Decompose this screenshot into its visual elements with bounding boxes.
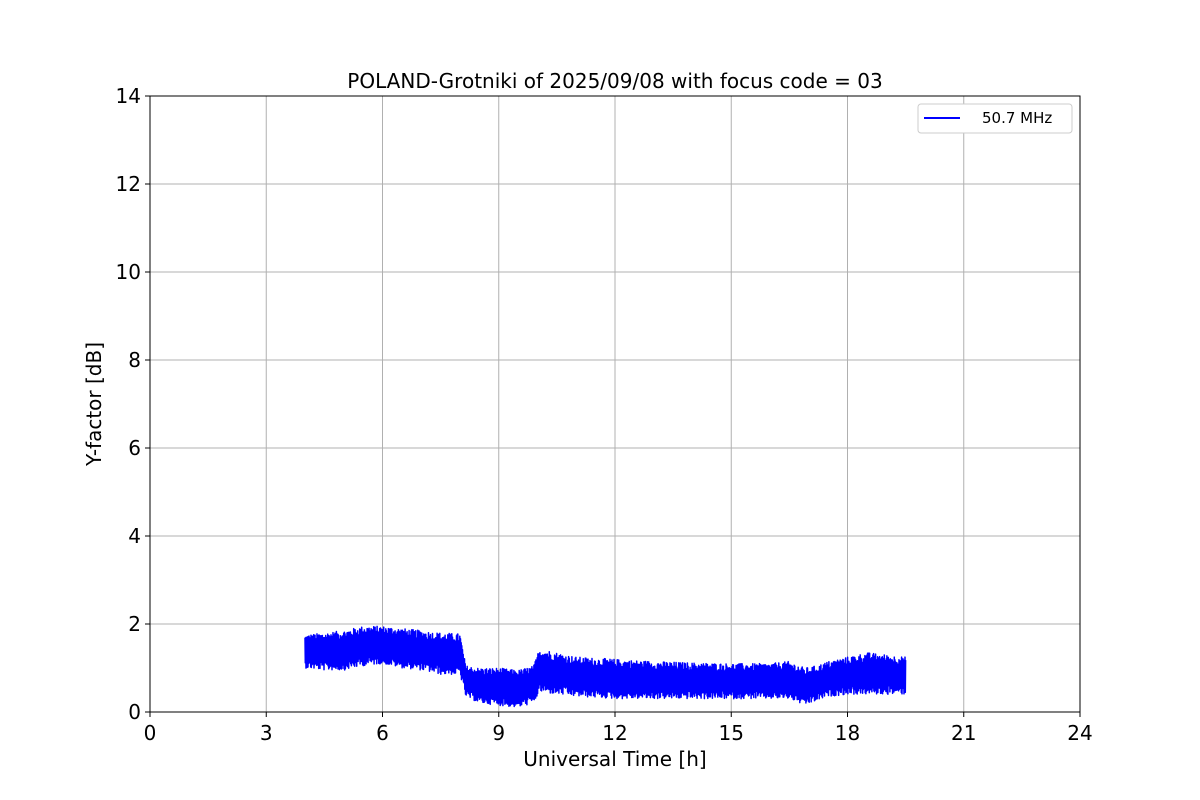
chart-title: POLAND-Grotniki of 2025/09/08 with focus…: [347, 69, 882, 93]
y-axis-label: Y-factor [dB]: [82, 342, 106, 467]
legend-label-50-7-mhz: 50.7 MHz: [982, 109, 1052, 127]
x-tick-label: 9: [492, 721, 505, 745]
series-line-50-7-mhz: [304, 625, 907, 708]
grid: [149, 95, 1081, 713]
x-tick-label: 6: [376, 721, 389, 745]
y-tick-label: 6: [128, 436, 141, 460]
series-layer: [304, 625, 907, 708]
y-tick-label: 12: [116, 172, 141, 196]
x-tick-label: 21: [951, 721, 976, 745]
y-tick-label: 0: [128, 700, 141, 724]
y-tick-label: 14: [116, 84, 141, 108]
x-tick-label: 3: [260, 721, 273, 745]
x-tick-label: 18: [835, 721, 860, 745]
x-tick-label: 12: [602, 721, 627, 745]
x-tick-label: 24: [1067, 721, 1092, 745]
y-tick-label: 10: [116, 260, 141, 284]
y-tick-label: 2: [128, 612, 141, 636]
y-tick-label: 4: [128, 524, 141, 548]
legend-box: [917, 103, 1073, 134]
x-tick-label: 0: [144, 721, 157, 745]
y-tick-label: 8: [128, 348, 141, 372]
x-axis-label: Universal Time [h]: [523, 747, 706, 771]
legend: 50.7 MHz: [917, 103, 1073, 134]
x-tick-label: 15: [719, 721, 744, 745]
